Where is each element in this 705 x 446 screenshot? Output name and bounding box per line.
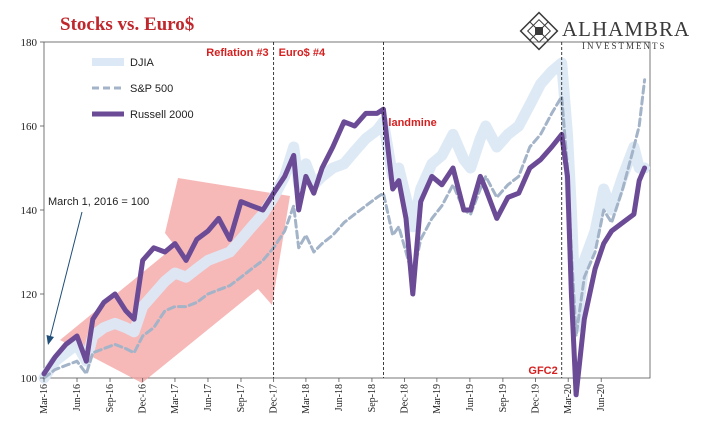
series-line-russell-2000 bbox=[41, 106, 648, 398]
chart-title-rest: vs. Euro$ bbox=[113, 14, 194, 35]
x-tick-label: Mar-20 bbox=[563, 384, 574, 414]
x-tick-label: Sep-17 bbox=[236, 384, 247, 412]
annotation-pointer-arrowhead bbox=[46, 335, 54, 345]
x-tick-label: Jun-16 bbox=[72, 384, 83, 411]
annotation-base-date: March 1, 2016 = 100 bbox=[48, 196, 149, 208]
brand-name: ALHAMBRA bbox=[562, 17, 690, 41]
marker-layer bbox=[273, 42, 563, 378]
y-tick-label: 120 bbox=[21, 289, 38, 301]
x-tick-label: Mar-19 bbox=[432, 384, 443, 414]
y-tick-label: 180 bbox=[21, 37, 38, 49]
chart-title: Stocks vs. Euro$ bbox=[60, 14, 194, 35]
legend: DJIA S&P 500 Russell 2000 bbox=[92, 57, 194, 121]
x-tick-label: Sep-18 bbox=[367, 384, 378, 412]
annotation-pointer-line bbox=[49, 211, 83, 339]
x-tick-label: Dec-19 bbox=[531, 384, 542, 413]
x-tick-label: Sep-16 bbox=[105, 384, 116, 412]
x-tick-label: Jun-17 bbox=[203, 384, 214, 411]
x-tick-label: Sep-19 bbox=[498, 384, 509, 412]
chart-title-main: Stocks bbox=[60, 14, 113, 35]
brand-diamond-icon bbox=[519, 11, 559, 51]
annotation-gfc2: GFC2 bbox=[528, 365, 557, 377]
legend-label: S&P 500 bbox=[130, 83, 173, 95]
legend-label: Russell 2000 bbox=[130, 109, 194, 121]
x-tick-label: Mar-16 bbox=[39, 384, 50, 414]
x-tick-label: Dec-18 bbox=[400, 384, 411, 413]
annotation-eurodollar: Euro$ #4 bbox=[279, 47, 326, 59]
annotation-layer: Reflation #3 Euro$ #4 landmine GFC2 March 1,… bbox=[46, 47, 558, 377]
x-tick-label: Mar-17 bbox=[170, 384, 181, 414]
x-tick-label: Dec-16 bbox=[138, 384, 149, 413]
y-tick-label: 100 bbox=[21, 373, 38, 385]
legend-label: DJIA bbox=[130, 57, 155, 69]
x-tick-label: Jun-18 bbox=[334, 384, 345, 411]
brand-subtitle: INVESTMENTS bbox=[582, 41, 667, 51]
x-tick-label: Jun-19 bbox=[465, 384, 476, 411]
brand-logo: ALHAMBRA INVESTMENTS bbox=[519, 11, 690, 51]
annotation-reflation: Reflation #3 bbox=[206, 47, 268, 59]
series-line-s-p-500 bbox=[42, 78, 647, 380]
x-tick-label: Dec-17 bbox=[269, 384, 280, 413]
x-tick-label: Mar-18 bbox=[301, 384, 312, 414]
x-tick-label: Jun-20 bbox=[596, 384, 607, 411]
series-line-djia bbox=[38, 57, 651, 384]
axis-layer: 100 120 140 160 180 Mar-16 Jun-16 Sep-16 Dec-16 M… bbox=[21, 37, 608, 414]
y-tick-label: 160 bbox=[21, 121, 38, 133]
y-tick-label: 140 bbox=[21, 205, 38, 217]
annotation-landmine: landmine bbox=[388, 117, 436, 129]
series-layer bbox=[38, 57, 651, 398]
